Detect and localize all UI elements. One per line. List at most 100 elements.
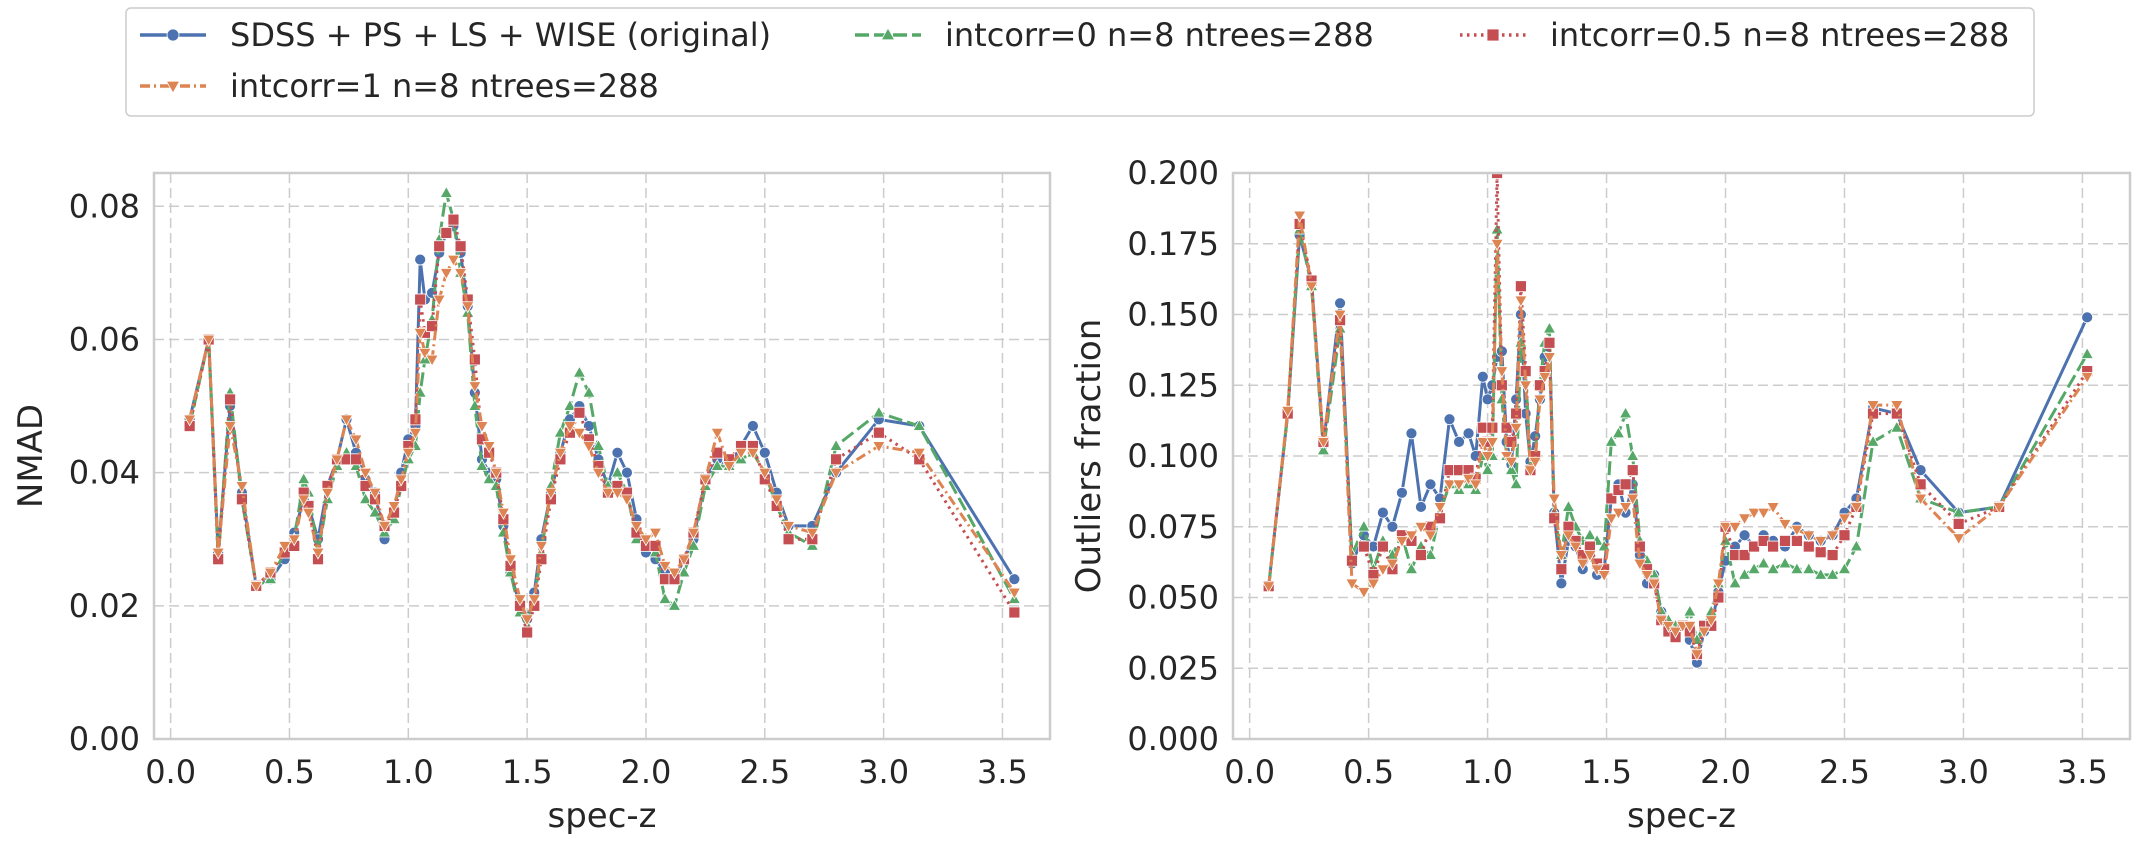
data-point [1611,507,1626,520]
data-point [249,581,263,593]
data-point [1913,493,1928,506]
data-point [1415,549,1427,561]
legend-item: intcorr=0.5 n=8 ntrees=288 [1460,16,2009,54]
x-tick-label: 0.5 [264,753,315,791]
data-point [1626,464,1639,477]
data-point [1802,530,1816,543]
data-point [1480,463,1495,475]
data-point [1504,456,1519,469]
data-point [1951,533,1966,546]
legend-label: SDSS + PS + LS + WISE (original) [230,16,771,54]
data-point [1890,400,1904,413]
data-point [475,421,489,434]
data-point [872,426,885,439]
data-point [1814,546,1827,559]
data-point [1357,519,1371,532]
data-point [872,441,886,454]
data-point [1802,540,1815,553]
data-point [1619,478,1632,491]
data-point [368,505,382,518]
data-point [1414,521,1428,534]
data-point [1866,400,1880,413]
data-point [1837,513,1852,526]
data-point [747,420,759,432]
data-point [513,594,527,607]
data-point [453,268,468,281]
x-tick-label: 2.0 [621,753,672,791]
data-point [1728,521,1742,534]
data-point [1386,520,1399,533]
data-point [734,447,748,460]
data-point [1554,550,1569,563]
data-point [1485,437,1500,449]
data-point [1633,558,1647,571]
y-tick-label: 0.200 [1127,154,1219,192]
y-tick-label: 0.08 [69,187,140,225]
data-point [1597,570,1611,582]
data-point [447,213,460,226]
legend-item: SDSS + PS + LS + WISE (original) [140,16,771,54]
plot-frame [1231,171,2132,741]
x-tick-label: 0.5 [1343,753,1394,791]
data-point [1523,465,1538,478]
legend-marker [165,80,181,94]
data-point [1462,427,1475,440]
x-tick-label: 2.5 [739,753,790,791]
data-point [1509,477,1523,490]
data-point [296,494,311,507]
x-tick-label: 3.5 [977,753,1028,791]
data-point [582,441,596,454]
data-point [201,334,216,347]
data-point [1611,426,1626,439]
data-point [1604,434,1619,447]
data-point [1756,507,1771,520]
nmad-plot: 0.0 0.5 1.0 1.5 2.0 2.5 3.0 3.5 0.00 0.02 0.04 0.06… [11,171,1052,836]
x-tick-label: 1.5 [502,753,553,791]
x-tick-label: 3.0 [858,753,909,791]
data-point [1316,443,1331,456]
data-point [1316,437,1331,449]
data-point [1802,562,1816,574]
data-point [1280,405,1295,418]
data-point [1992,502,2006,515]
data-point [782,533,795,546]
data-point [1442,479,1457,492]
data-point [1334,297,1346,310]
data-point [468,353,481,366]
y-tick-label: 0.00 [69,720,140,758]
legend-label: intcorr=0 n=8 ntrees=288 [945,16,1374,54]
data-point [401,447,416,460]
data-point [1261,581,1276,594]
data-point [1778,556,1792,569]
data-point [1640,570,1654,582]
data-point [553,425,568,438]
data-point [1766,502,1780,515]
data-point [527,594,542,607]
data-point [1561,530,1576,543]
data-point [475,458,489,471]
data-point [320,487,335,500]
data-point [722,461,736,474]
data-point [1813,536,1828,549]
data-point [1543,336,1556,349]
x-tick-label: 0.0 [145,753,196,791]
data-point [563,421,577,434]
data-point [1690,649,1704,662]
data-point [667,598,682,611]
data-point [1767,540,1780,553]
data-point [1423,530,1438,543]
series-line [188,218,1016,634]
data-point [1555,563,1568,576]
data-point [1452,479,1466,492]
data-point [829,438,843,451]
data-point [1366,578,1381,591]
data-point [1779,535,1791,547]
data-point [601,487,615,500]
data-point [629,521,644,534]
data-point [746,447,760,460]
data-point [1547,493,1561,506]
data-point [1376,540,1389,553]
data-point [414,293,427,306]
data-point [1849,502,1864,515]
data-point [503,554,518,567]
